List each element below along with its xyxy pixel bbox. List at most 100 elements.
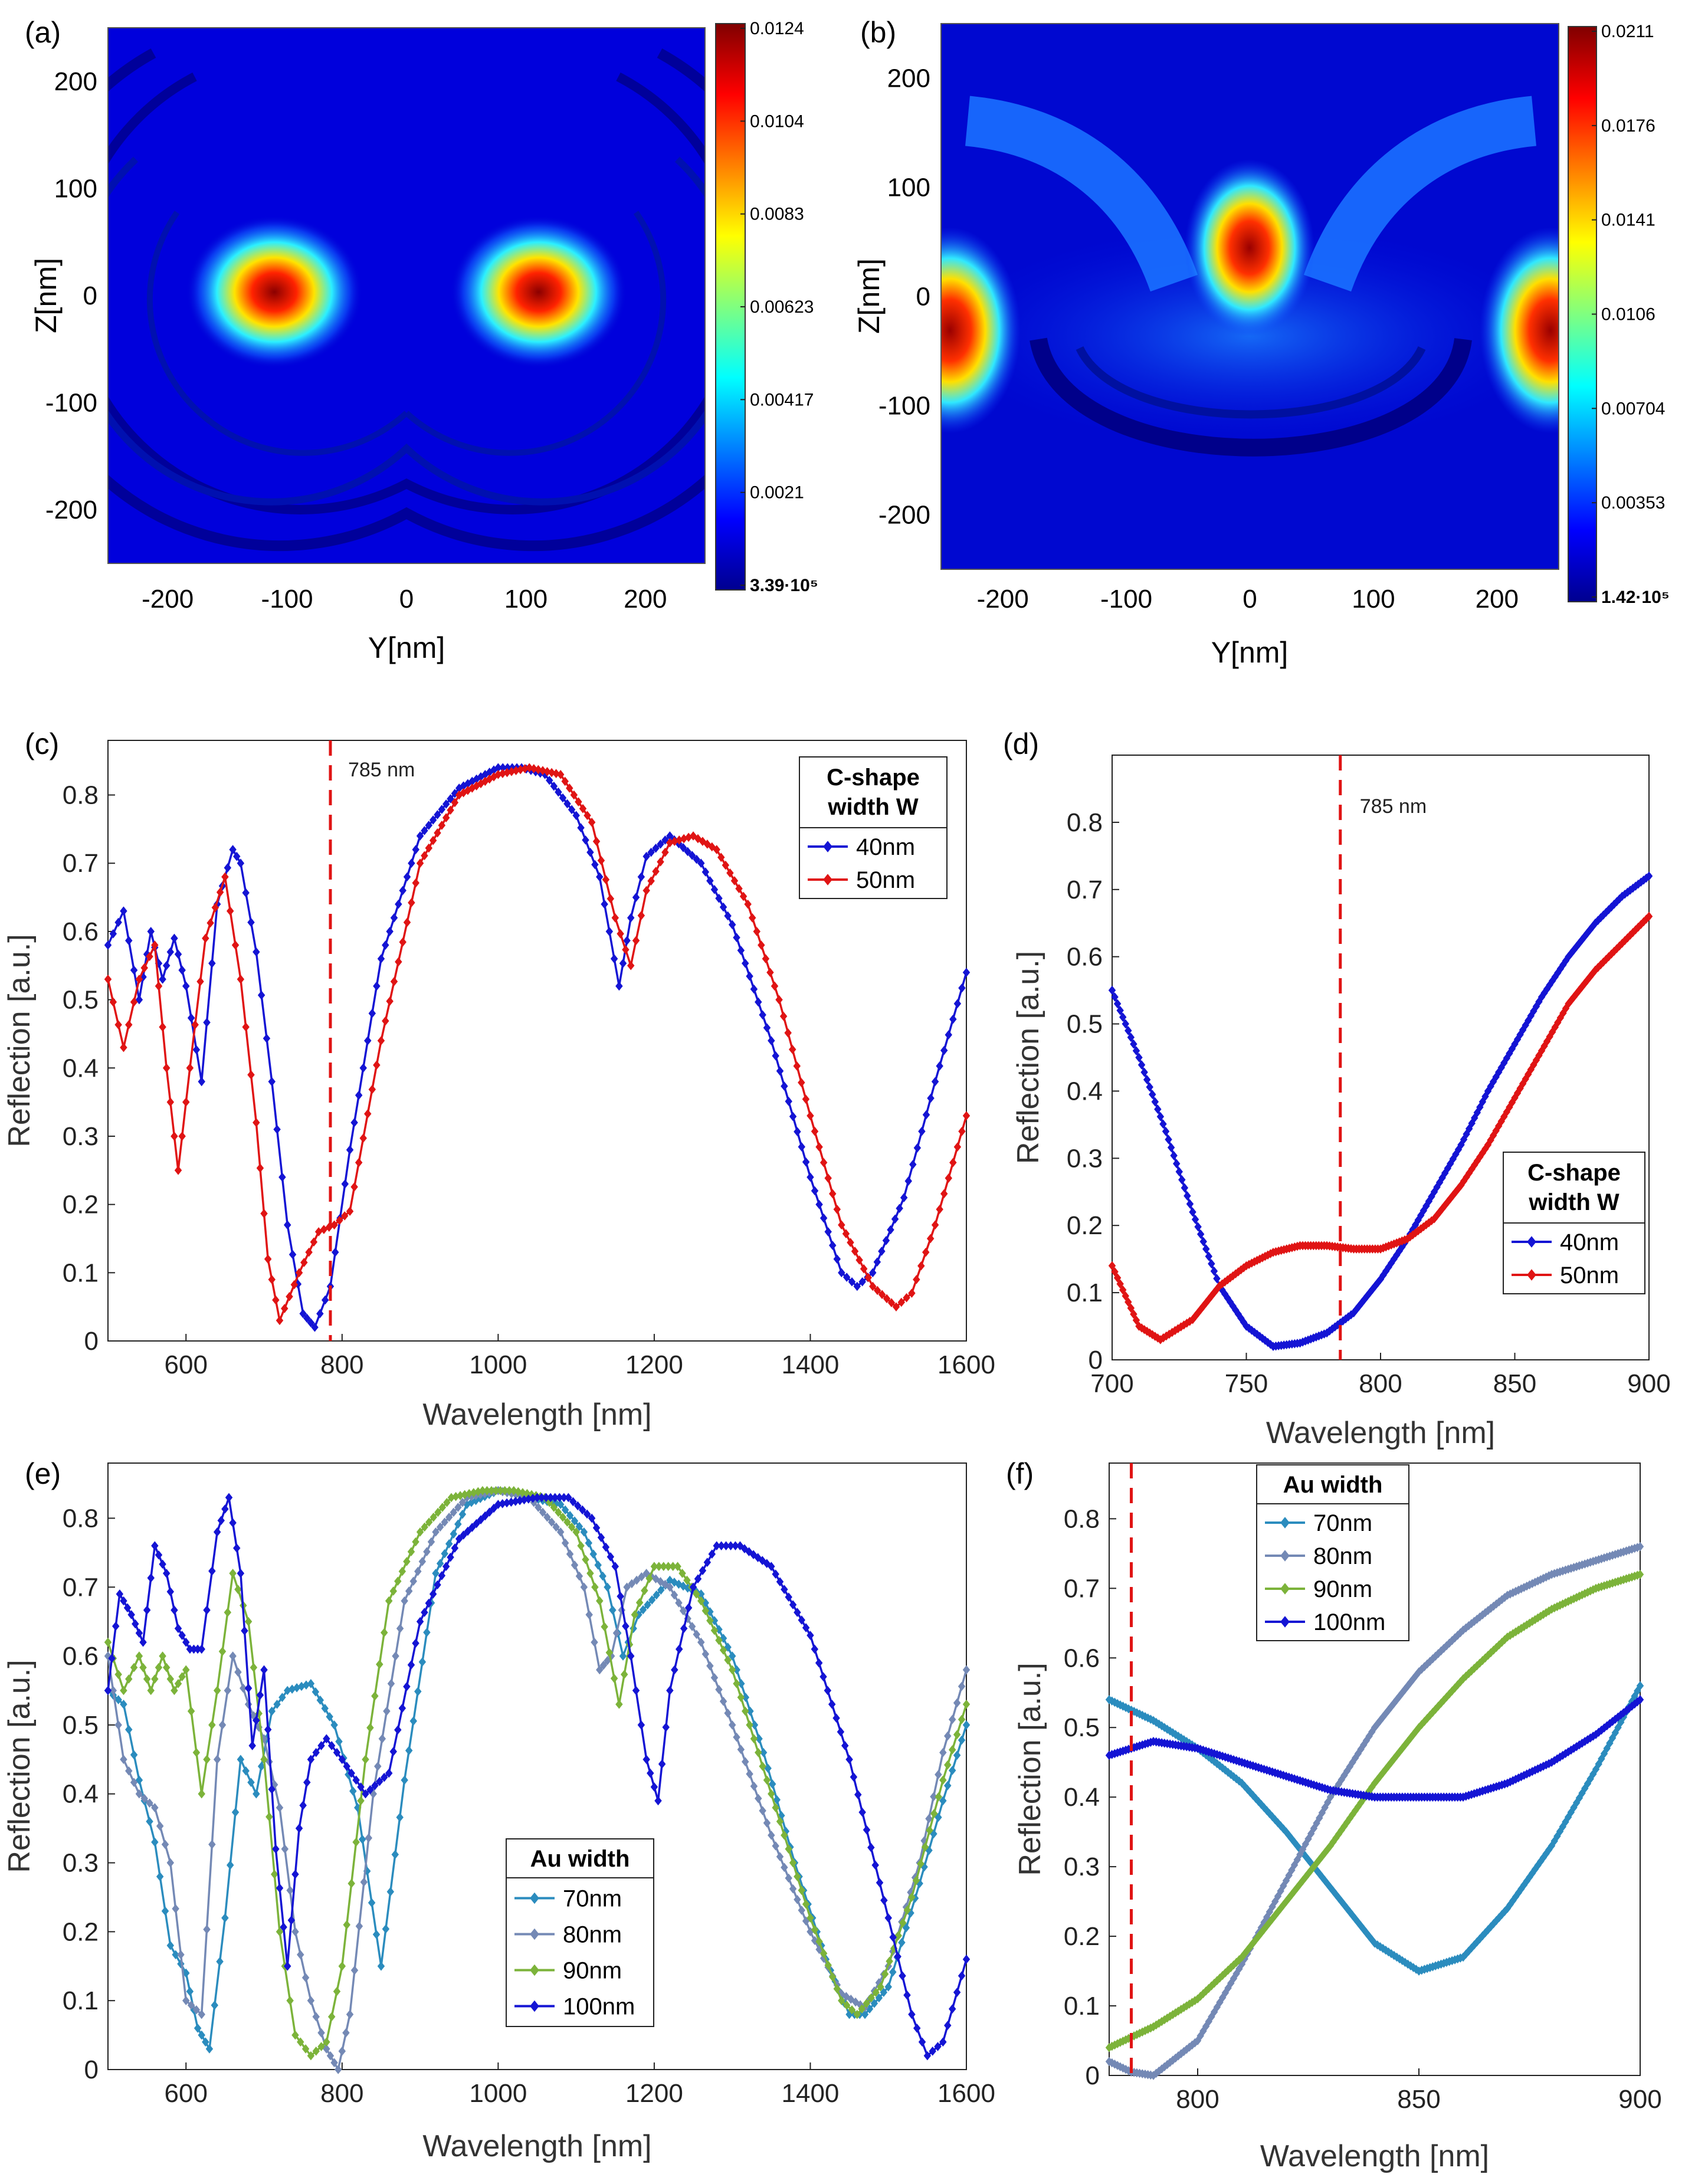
data-point	[264, 1254, 272, 1264]
data-point	[894, 1931, 902, 1940]
data-point	[958, 1735, 966, 1745]
data-point	[530, 1892, 539, 1904]
colorbar-tick-label: 0.00704	[1601, 399, 1665, 418]
data-point	[425, 843, 433, 853]
data-point	[1280, 1550, 1290, 1562]
data-point	[366, 1723, 374, 1733]
data-point	[268, 1785, 276, 1794]
data-point	[151, 940, 159, 950]
data-point	[688, 1622, 696, 1631]
data-point	[247, 1070, 255, 1080]
data-point	[286, 1885, 294, 1896]
data-point	[565, 1493, 572, 1503]
data-point	[781, 1831, 788, 1840]
data-point	[675, 1598, 683, 1608]
data-point	[899, 1971, 906, 1980]
data-point	[568, 1522, 576, 1532]
series-90nm	[1105, 1569, 1644, 2052]
data-point	[377, 1961, 385, 1971]
data-point	[213, 1527, 221, 1537]
x-tick-label: 900	[1627, 1369, 1670, 1398]
data-point	[647, 876, 655, 886]
data-point	[295, 1268, 303, 1278]
data-point	[360, 1877, 368, 1887]
data-point	[611, 1562, 619, 1572]
colorbar-tick-label: 1.42·10⁵	[1601, 588, 1670, 607]
data-point	[1154, 1104, 1162, 1114]
data-point	[922, 1247, 930, 1257]
data-point	[342, 2028, 350, 2038]
x-tick-label: 800	[320, 1350, 363, 1379]
data-point	[530, 764, 538, 773]
x-tick-label: 850	[1493, 1369, 1536, 1398]
data-point	[706, 876, 714, 886]
data-point	[312, 1687, 320, 1697]
data-point	[539, 1507, 547, 1517]
data-point	[147, 1685, 155, 1696]
data-point	[728, 1651, 736, 1661]
data-point	[648, 1595, 656, 1605]
data-point	[383, 1706, 391, 1716]
data-point	[869, 1268, 877, 1278]
y-tick-label: 0	[916, 283, 930, 311]
data-point	[798, 1142, 806, 1152]
data-point	[561, 1538, 569, 1548]
data-point	[871, 1860, 879, 1870]
data-point	[407, 1547, 415, 1556]
data-point	[654, 1796, 662, 1806]
data-point	[350, 1118, 358, 1127]
data-point	[878, 1290, 886, 1300]
data-point	[317, 1741, 325, 1750]
data-point	[418, 1657, 427, 1667]
data-point	[405, 1746, 413, 1756]
data-point	[583, 1509, 591, 1519]
data-point	[887, 1298, 896, 1308]
data-point	[561, 1505, 569, 1515]
data-point	[1167, 1143, 1175, 1152]
data-point	[1645, 871, 1653, 881]
data-point	[1191, 1215, 1199, 1224]
data-point	[323, 1734, 330, 1744]
data-point	[819, 1672, 827, 1681]
data-point	[772, 1051, 779, 1061]
data-point	[1108, 1261, 1116, 1271]
series-100nm	[104, 1493, 971, 2061]
legend-label: 100nm	[1313, 1609, 1385, 1635]
data-point	[948, 1766, 956, 1775]
data-point	[125, 1766, 133, 1776]
data-point	[958, 1681, 966, 1691]
data-point	[229, 845, 237, 854]
data-point	[295, 1824, 303, 1833]
reference-line-label: 785 nm	[1360, 795, 1427, 818]
data-point	[962, 1720, 971, 1730]
data-point	[750, 984, 758, 994]
data-point	[130, 997, 138, 1007]
data-point	[330, 2058, 338, 2068]
data-point	[256, 1163, 264, 1173]
data-point	[632, 1575, 641, 1585]
data-point	[336, 1215, 343, 1225]
data-point	[182, 1665, 190, 1675]
data-point	[310, 1237, 318, 1247]
data-point	[268, 1077, 276, 1087]
data-point	[156, 1872, 164, 1881]
data-point	[582, 835, 589, 845]
data-point	[829, 1972, 837, 1982]
data-point	[870, 1999, 878, 2008]
data-point	[1175, 1167, 1183, 1176]
data-point	[730, 876, 739, 886]
data-point	[724, 1655, 732, 1665]
panel-label-e: (e)	[25, 1457, 61, 1490]
x-tick-label: 1400	[782, 1350, 840, 1379]
data-point	[878, 1247, 886, 1256]
data-point	[728, 1720, 736, 1730]
data-point	[429, 1589, 437, 1599]
data-point	[253, 1789, 260, 1799]
data-point	[575, 1571, 583, 1581]
data-point	[1122, 1291, 1129, 1301]
data-point	[120, 1596, 127, 1606]
data-point	[140, 1793, 148, 1803]
legend: Au width 70nm 80nm 90nm 100nm	[506, 1838, 654, 2027]
data-point	[850, 1772, 858, 1782]
data-point	[899, 1918, 907, 1928]
